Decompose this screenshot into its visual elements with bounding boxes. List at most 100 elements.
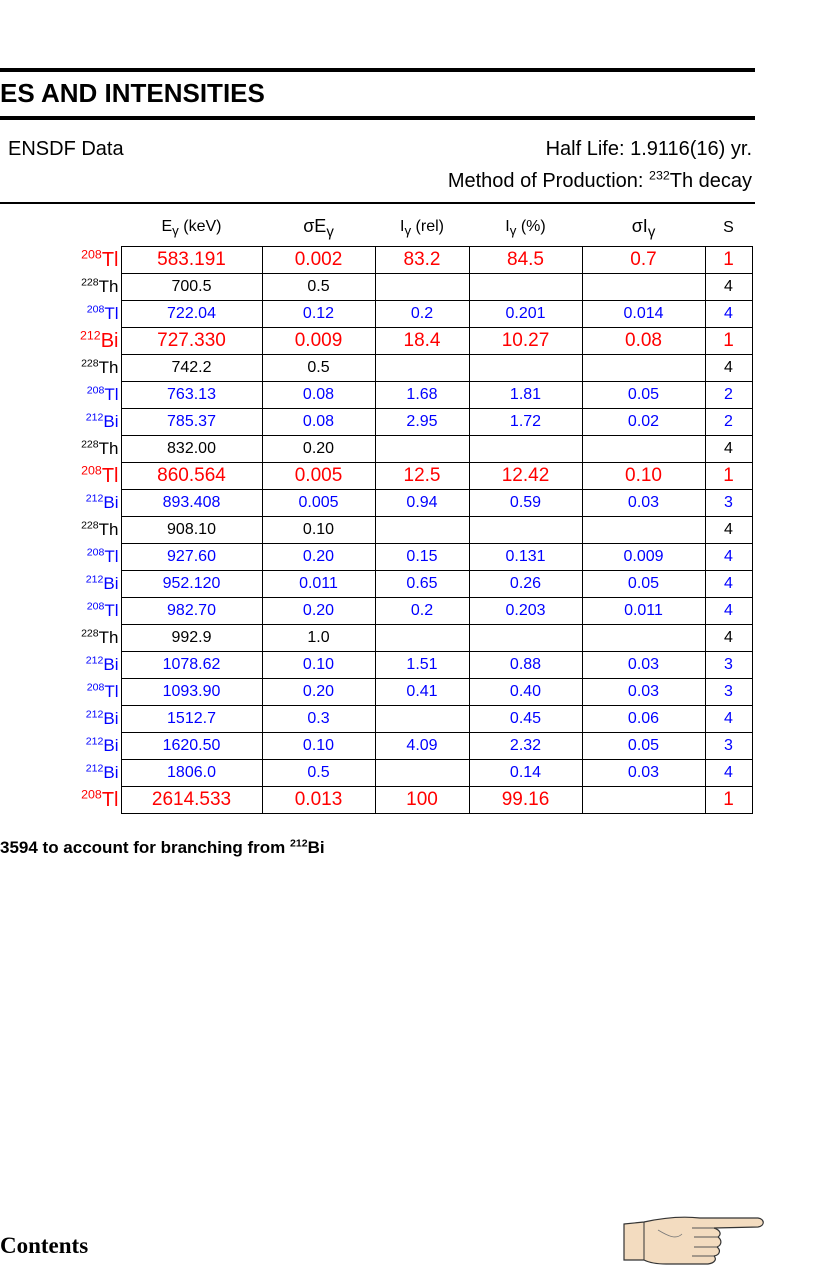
s-header: S — [723, 219, 734, 236]
intensity-pct-cell: 84.5 — [468, 246, 583, 274]
nuclide-mass: 208 — [86, 681, 105, 694]
s-cell: 4 — [704, 705, 753, 733]
intensity-rel-cell: 1.51 — [374, 651, 470, 679]
sigma-energy-cell: 0.20 — [261, 543, 376, 571]
intensity-rel-cell: 0.2 — [374, 597, 470, 625]
nuclide-cell: 212Bi — [0, 760, 121, 787]
nuclide-mass: 208 — [86, 303, 105, 316]
nuclide-cell: 208Tl — [0, 382, 121, 409]
title-rule — [0, 116, 755, 120]
intensity-rel-cell: 0.94 — [374, 489, 470, 517]
nuclide-cell: 212Bi — [0, 706, 121, 733]
nuclide-mass: 212 — [80, 327, 101, 342]
energy-cell: 908.10 — [120, 516, 263, 544]
intensity-rel-cell — [374, 273, 470, 301]
nuclide-cell: 208Tl — [0, 301, 121, 328]
table-row: 208Tl 722.04 0.12 0.2 0.201 0.014 4 — [0, 300, 753, 328]
sigma-energy-cell: 0.5 — [261, 759, 376, 787]
production-prefix: Method of Production: — [447, 170, 650, 192]
sigma-intensity-cell: 0.03 — [581, 489, 706, 517]
intensity-pct-cell: 99.16 — [468, 786, 583, 814]
intensity-pct-cell — [468, 273, 583, 301]
intensity-rel-cell: 1.68 — [374, 381, 470, 409]
intensity-rel-cell: 0.65 — [374, 570, 470, 598]
sigma-energy-cell: 0.08 — [261, 381, 376, 409]
sigma-energy-cell: 0.10 — [261, 516, 376, 544]
sigma-intensity-cell: 0.03 — [581, 651, 706, 679]
nuclide-element: Th — [98, 439, 119, 458]
sigma-energy-cell: 0.20 — [261, 678, 376, 706]
intensity-rel-cell: 0.41 — [374, 678, 470, 706]
energy-cell: 1512.7 — [120, 705, 263, 733]
sigma-energy-cell: 0.005 — [261, 489, 376, 517]
nuclide-mass: 228 — [81, 357, 99, 370]
s-cell: 4 — [704, 759, 753, 787]
header-rule — [0, 202, 755, 204]
sigma-energy-cell: 0.005 — [261, 462, 376, 490]
intensity-pct-cell: 0.59 — [468, 489, 583, 517]
table-row: 208Tl 1093.90 0.20 0.41 0.40 0.03 3 — [0, 678, 753, 706]
s-cell: 4 — [704, 435, 753, 463]
nuclide-mass: 228 — [81, 276, 99, 289]
table-header: Eγ (keV) σEγ Iγ (rel) Iγ (%) σIγ S — [0, 210, 752, 247]
intensity-pct-cell — [468, 516, 583, 544]
nuclide-cell: 228Th — [0, 625, 121, 652]
intensity-pct-cell: 2.32 — [468, 732, 583, 760]
table-row: 212Bi 1620.50 0.10 4.09 2.32 0.05 3 — [0, 732, 753, 760]
energy-cell: 982.70 — [120, 597, 263, 625]
nuclide-mass: 212 — [85, 735, 104, 748]
nuclide-mass: 228 — [81, 438, 99, 451]
nuclide-mass: 208 — [81, 462, 102, 477]
nuclide-cell: 208Tl — [0, 247, 121, 274]
intensity-pct-cell: 12.42 — [468, 462, 583, 490]
sigma-energy-cell: 0.20 — [261, 597, 376, 625]
s-cell: 4 — [704, 300, 753, 328]
production-element: Th decay — [669, 170, 752, 192]
data-source: ENSDF Data — [8, 138, 124, 160]
table-row: 228Th 832.00 0.20 4 — [0, 435, 753, 463]
s-cell: 4 — [704, 516, 753, 544]
intensity-pct-cell: 1.72 — [468, 408, 583, 436]
nuclide-cell: 212Bi — [0, 571, 121, 598]
sigma-energy-cell: 0.013 — [261, 786, 376, 814]
nuclide-cell: 208Tl — [0, 463, 121, 490]
table-row: 208Tl 763.13 0.08 1.68 1.81 0.05 2 — [0, 381, 753, 409]
nuclide-element: Th — [98, 520, 119, 539]
nuclide-mass: 212 — [85, 654, 104, 667]
sigma-intensity-cell: 0.7 — [581, 246, 706, 274]
intensity-pct-cell: 1.81 — [468, 381, 583, 409]
nuclide-mass: 212 — [85, 411, 104, 424]
nuclide-cell: 212Bi — [0, 328, 121, 355]
nuclide-element: Tl — [104, 385, 119, 404]
nuclide-element: Tl — [101, 464, 119, 487]
nuclide-mass: 208 — [81, 246, 102, 261]
sigma-intensity-cell: 0.06 — [581, 705, 706, 733]
energy-cell: 763.13 — [120, 381, 263, 409]
intensity-rel-cell: 0.2 — [374, 300, 470, 328]
intensity-pct-cell: 0.14 — [468, 759, 583, 787]
energy-cell: 722.04 — [120, 300, 263, 328]
top-rule — [0, 68, 755, 72]
nuclide-mass: 212 — [85, 573, 104, 586]
sigma-energy-cell: 0.5 — [261, 354, 376, 382]
nuclide-header — [0, 210, 121, 247]
s-cell: 3 — [704, 489, 753, 517]
intensity-rel-cell — [374, 705, 470, 733]
pointing-hand-icon[interactable] — [622, 1214, 767, 1270]
energy-cell: 860.564 — [120, 462, 263, 490]
contents-link[interactable]: Contents — [0, 1233, 89, 1258]
nuclide-cell: 208Tl — [0, 679, 121, 706]
s-cell: 1 — [704, 327, 753, 355]
nuclide-element: Bi — [103, 655, 119, 674]
intensity-rel-cell: 12.5 — [374, 462, 470, 490]
page-title: ES AND INTENSITIES — [0, 78, 265, 108]
intensity-rel-header: Iγ (rel) — [399, 217, 444, 239]
footnote-mass: 212 — [290, 837, 308, 850]
nuclide-element: Bi — [103, 736, 119, 755]
intensity-rel-cell — [374, 435, 470, 463]
energy-cell: 952.120 — [120, 570, 263, 598]
gamma-table: Eγ (keV) σEγ Iγ (rel) Iγ (%) σIγ S 208Tl… — [0, 210, 753, 814]
intensity-pct-cell: 0.26 — [468, 570, 583, 598]
intensity-rel-cell — [374, 354, 470, 382]
sigma-intensity-cell: 0.05 — [581, 570, 706, 598]
